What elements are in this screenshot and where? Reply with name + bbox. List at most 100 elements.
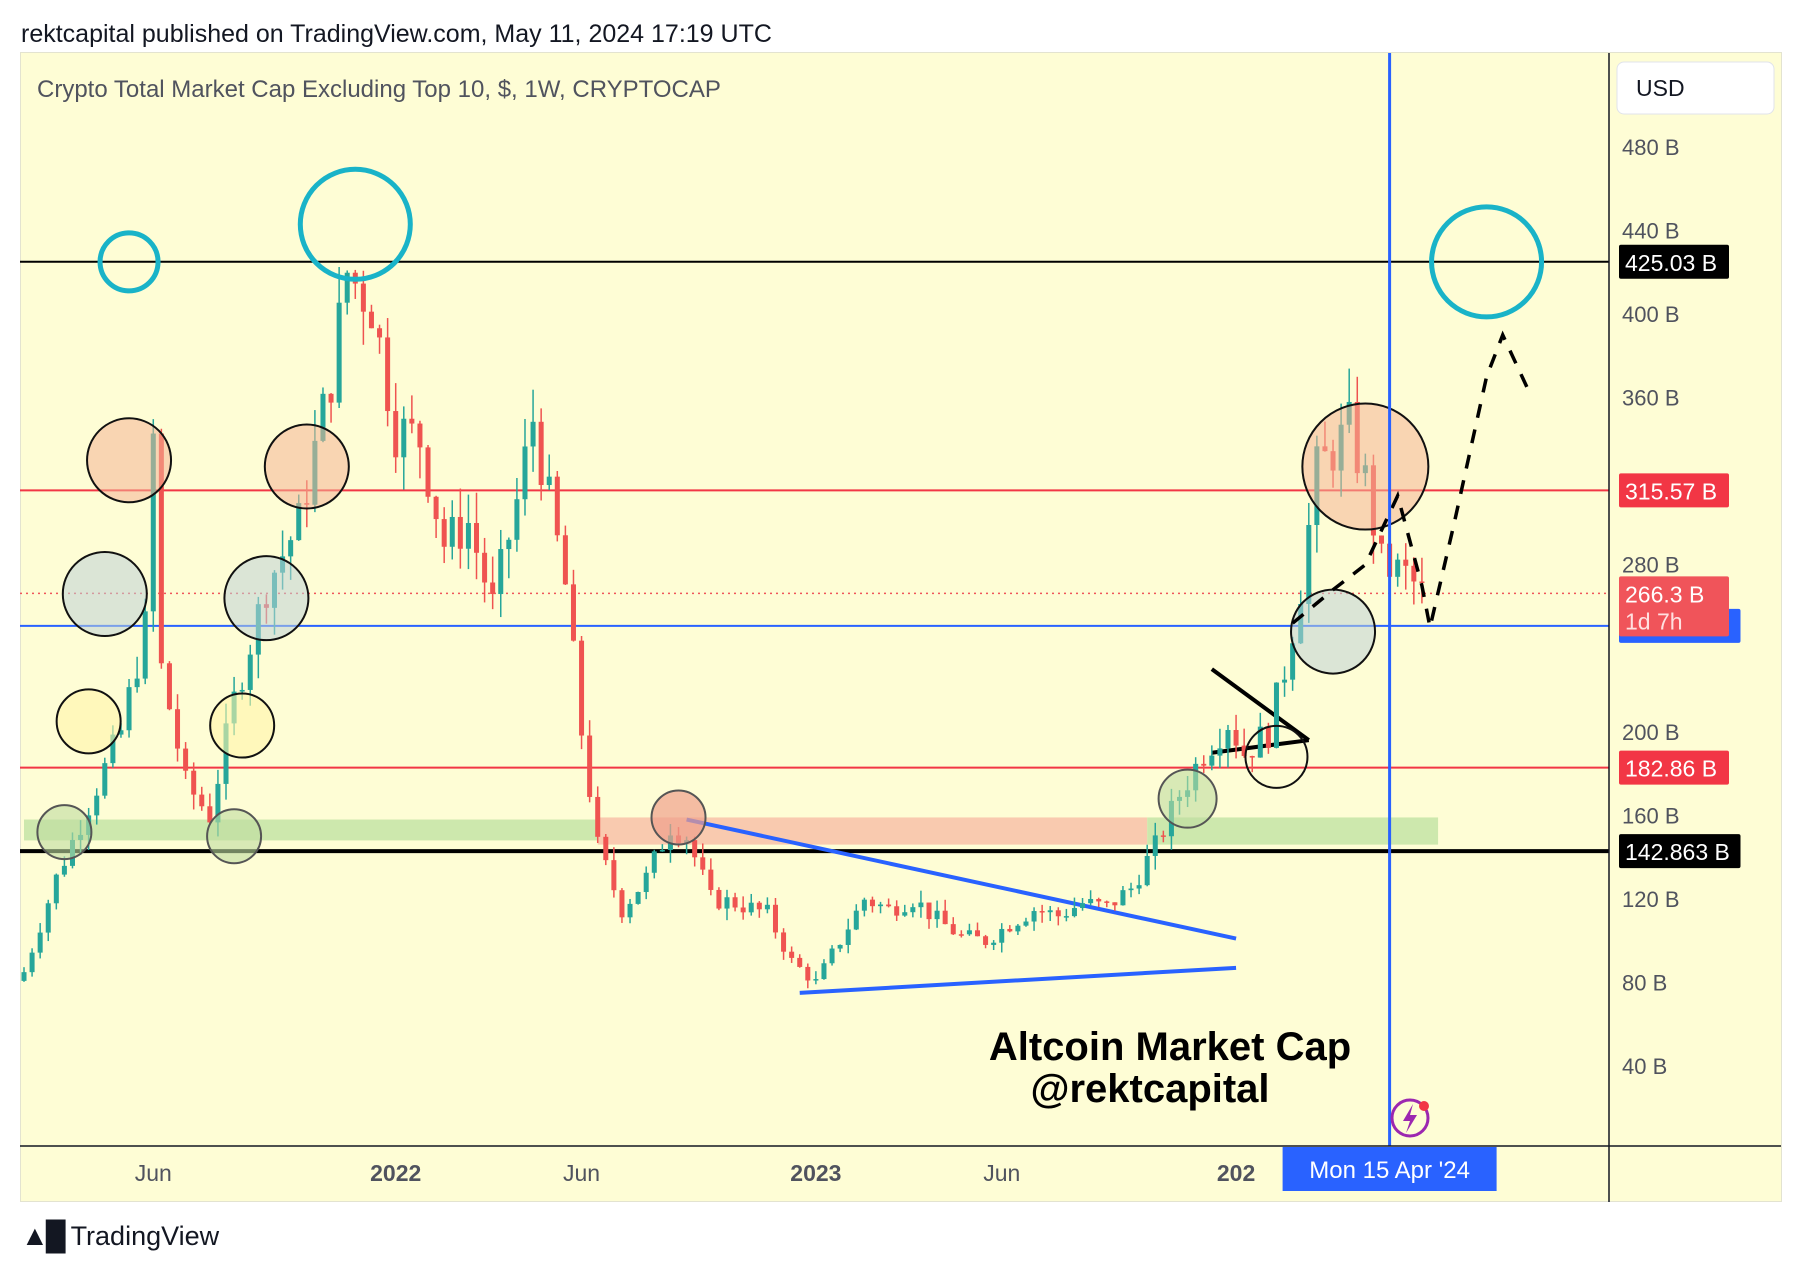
candle-body: [756, 902, 762, 910]
candle-body: [1290, 643, 1296, 680]
x-tick-label: 2023: [790, 1160, 841, 1186]
trendline-0: [686, 817, 1237, 941]
candle-body: [837, 944, 843, 949]
y-tick-label: 80 B: [1622, 970, 1667, 995]
circle-cyan-0: [97, 230, 161, 294]
candle-body: [1039, 911, 1045, 913]
candle-body: [619, 890, 625, 918]
candle-body: [53, 874, 59, 904]
candle-body: [1112, 902, 1118, 906]
candle-body: [1273, 682, 1279, 748]
candle-body: [651, 851, 657, 873]
candle-body: [1403, 559, 1409, 566]
chart-frame: [20, 52, 1782, 1202]
candle-body: [474, 523, 480, 553]
candle-body: [554, 476, 560, 536]
candle-body: [740, 907, 746, 913]
price-label-text: 182.86 B: [1625, 756, 1717, 782]
candle-body: [1144, 855, 1150, 886]
candle-body: [433, 496, 439, 520]
candle-body: [538, 421, 544, 486]
candle-body: [1265, 726, 1271, 748]
price-label-bg: [1619, 473, 1729, 508]
candle-body: [45, 903, 51, 933]
candle-body: [191, 770, 197, 795]
candle-body: [490, 582, 496, 595]
zone-0: [24, 819, 598, 841]
candle-body: [1160, 835, 1166, 837]
currency-button[interactable]: USD: [1616, 61, 1775, 115]
circle-yellow-10: [209, 692, 276, 759]
candle-body: [659, 849, 665, 852]
annotation-text: Altcoin Market Cap @rektcapital: [989, 1025, 1351, 1111]
candle-body: [296, 503, 302, 541]
candle-body: [1031, 911, 1037, 922]
candle-body: [94, 795, 100, 816]
candle-body: [579, 640, 585, 736]
candle-body: [587, 735, 593, 797]
annotation-circles: [36, 166, 1545, 865]
candle-body: [724, 897, 730, 909]
candle-body: [360, 283, 366, 312]
candle-body: [1152, 835, 1158, 856]
circle-green-11: [36, 804, 93, 861]
candle-body: [611, 860, 617, 891]
candle-body: [692, 840, 698, 858]
x-axis: Jun 2022 Jun 2023 Jun 202: [135, 1160, 1256, 1186]
candle-body: [1047, 910, 1053, 913]
annotation-line-2: @rektcapital: [1030, 1067, 1269, 1111]
candle-body: [247, 654, 253, 690]
candle-body: [983, 936, 989, 945]
candle-body: [1225, 730, 1231, 749]
candle-body: [902, 912, 908, 916]
candle-body: [21, 972, 27, 981]
candle-body: [183, 748, 189, 771]
axes: [20, 53, 1781, 1202]
candle-body: [934, 910, 940, 920]
x-tick-label: Jun: [983, 1160, 1020, 1186]
candle-body: [878, 904, 884, 907]
circle-orange-4: [263, 423, 350, 510]
candle-body: [570, 584, 576, 641]
candles: [21, 267, 1425, 989]
candle-body: [465, 523, 471, 549]
x-tick-label: 2022: [370, 1160, 421, 1186]
projection-line: [1291, 330, 1529, 628]
candle-body: [199, 794, 205, 807]
lightning-icon[interactable]: [1390, 1098, 1430, 1138]
candle-body: [797, 957, 803, 967]
candle-body: [1136, 885, 1142, 889]
candle-body: [530, 421, 536, 447]
candle-body: [1395, 559, 1401, 577]
publish-header: rektcapital published on TradingView.com…: [21, 20, 772, 48]
candle-body: [1209, 755, 1215, 766]
candle-body: [1088, 898, 1094, 904]
candle-body: [764, 904, 770, 910]
candle-body: [401, 418, 407, 458]
candle-body: [926, 902, 932, 920]
candle-body: [942, 910, 948, 925]
candle-body: [813, 979, 819, 981]
candle-body: [1071, 908, 1077, 917]
candle-body: [708, 869, 714, 890]
candle-body: [894, 906, 900, 916]
candle-body: [643, 872, 649, 893]
candle-body: [393, 411, 399, 458]
y-tick-label: 40 B: [1622, 1054, 1667, 1079]
candle-body: [950, 924, 956, 935]
candle-body: [150, 433, 156, 612]
circle-red-13: [650, 789, 707, 846]
candle-body: [498, 549, 504, 595]
candle-body: [126, 687, 132, 731]
x-tick-label: Jun: [135, 1160, 172, 1186]
candle-body: [522, 446, 528, 500]
candle-body: [175, 709, 181, 749]
candle-body: [991, 942, 997, 945]
annotation-line-1: Altcoin Market Cap: [989, 1025, 1351, 1069]
y-tick-label: 120 B: [1622, 887, 1680, 912]
candle-body: [207, 806, 213, 823]
candle-body: [514, 499, 520, 540]
candle-body: [409, 418, 415, 424]
candle-body: [385, 337, 391, 412]
